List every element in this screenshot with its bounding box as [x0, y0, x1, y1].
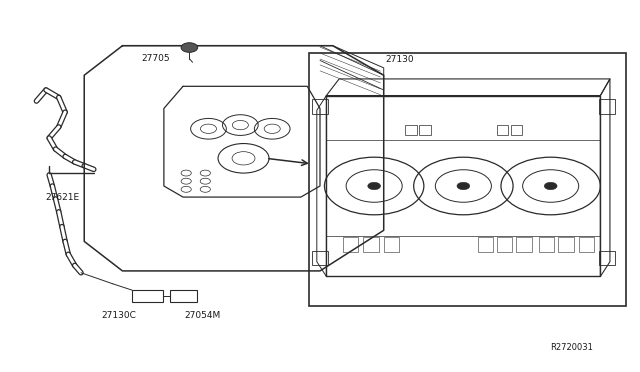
- Bar: [539, 237, 554, 253]
- Bar: [384, 237, 399, 253]
- Circle shape: [544, 182, 557, 190]
- Bar: [599, 99, 615, 114]
- Text: 27130: 27130: [385, 55, 414, 64]
- Circle shape: [181, 43, 198, 52]
- Bar: [579, 237, 594, 253]
- Bar: [599, 251, 615, 265]
- Bar: [419, 125, 431, 135]
- Bar: [364, 237, 379, 253]
- Bar: [497, 237, 513, 253]
- Circle shape: [457, 182, 470, 190]
- Bar: [405, 125, 417, 135]
- Bar: [511, 125, 522, 135]
- Bar: [312, 99, 328, 114]
- Bar: [558, 237, 573, 253]
- Text: 27705: 27705: [141, 54, 170, 63]
- Bar: [132, 290, 163, 302]
- Bar: [343, 237, 358, 253]
- Text: R2720031: R2720031: [550, 343, 593, 352]
- Bar: [309, 53, 626, 306]
- Bar: [170, 290, 197, 302]
- Text: 27054M: 27054M: [184, 311, 220, 320]
- Bar: [478, 237, 493, 253]
- Bar: [516, 237, 532, 253]
- Circle shape: [368, 182, 381, 190]
- Bar: [312, 251, 328, 265]
- Text: 27130C: 27130C: [102, 311, 137, 320]
- Text: 27621E: 27621E: [45, 193, 79, 202]
- Bar: [497, 125, 508, 135]
